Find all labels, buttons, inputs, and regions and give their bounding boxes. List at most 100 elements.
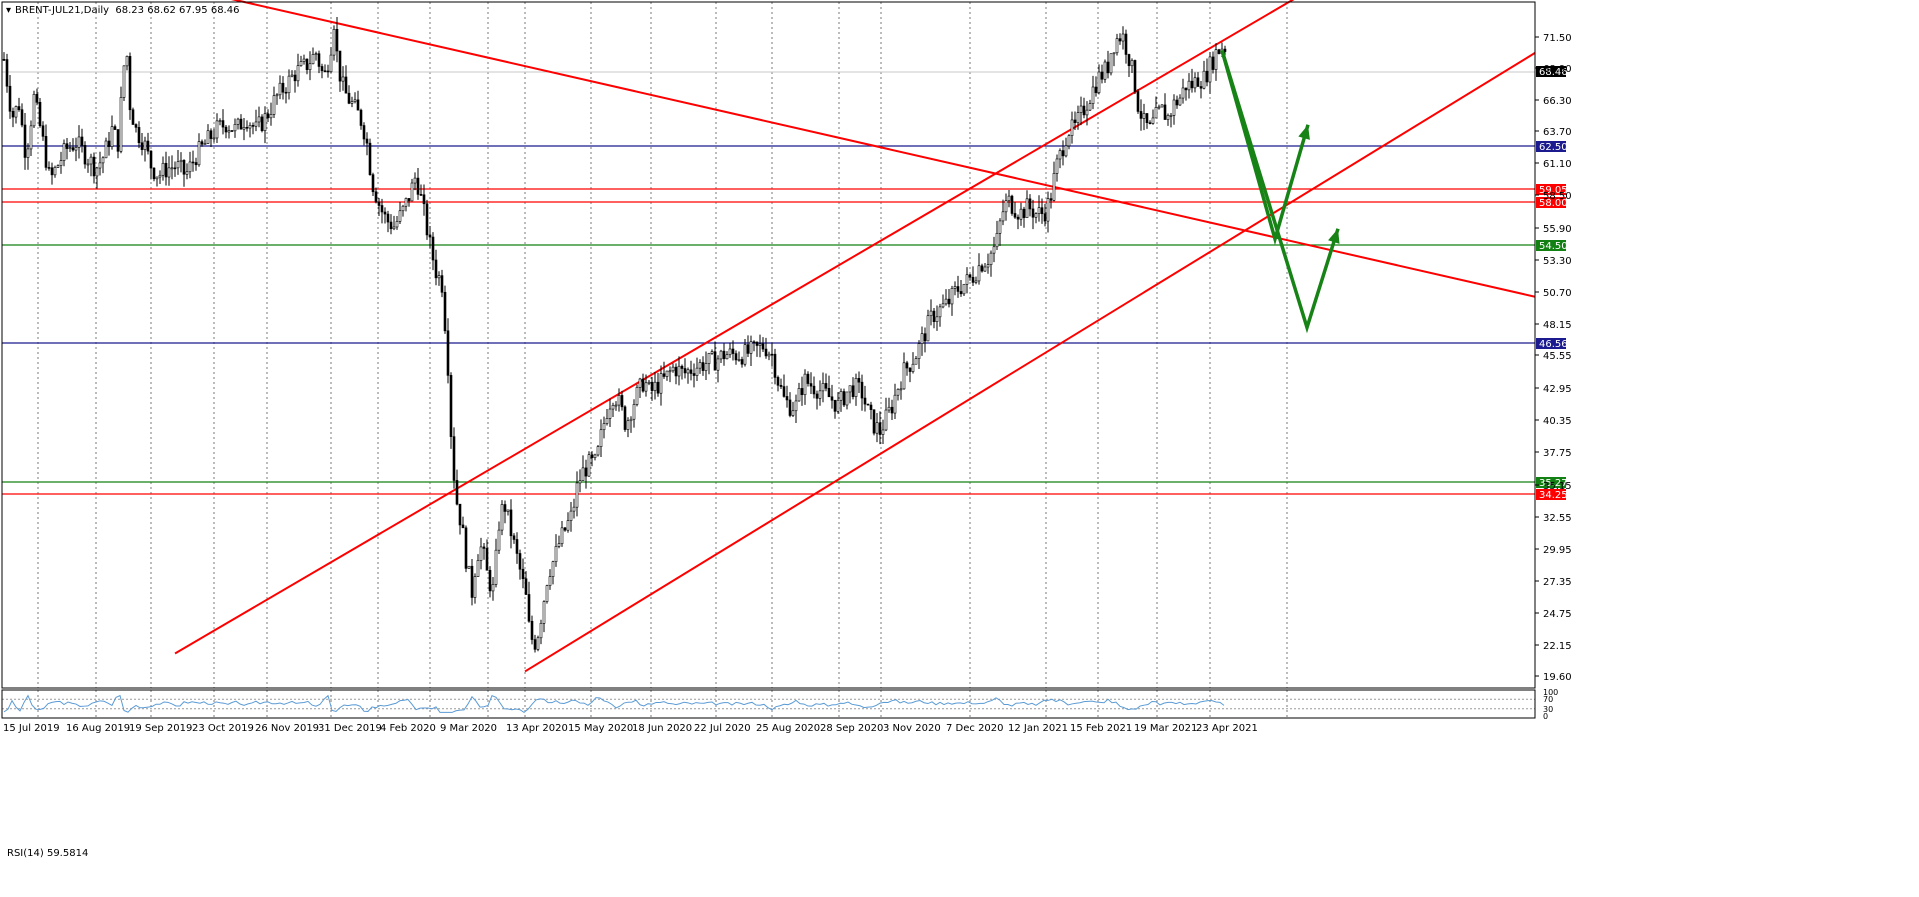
trend-line: [231, 0, 1536, 298]
candle-body: [32, 93, 36, 127]
candle-body: [392, 226, 396, 230]
forecast-arrows[interactable]: [1220, 49, 1340, 334]
candle-body: [965, 274, 969, 285]
level-tag: [1536, 184, 1566, 195]
candle-body: [1100, 71, 1104, 80]
candle-body: [863, 397, 867, 405]
candle-body: [623, 406, 627, 430]
symbol-label: BRENT-JUL21,Daily: [15, 5, 110, 16]
candle-body: [689, 369, 693, 374]
candle-body: [1016, 216, 1020, 220]
candle-body: [710, 351, 714, 354]
candle-body: [476, 560, 480, 577]
candle-body: [23, 124, 27, 158]
y-tick-label: 68.90: [1543, 64, 1572, 75]
candle-body: [5, 59, 9, 87]
candle-body: [908, 367, 912, 372]
candle-body: [878, 422, 882, 435]
candle-body: [1097, 71, 1101, 93]
candle-body: [110, 126, 114, 147]
candle-body: [44, 136, 48, 168]
triangle-down-icon[interactable]: ▾: [6, 5, 12, 16]
candle-body: [404, 198, 408, 207]
x-tick-label: 19 Sep 2019: [129, 723, 192, 734]
candle-body: [1172, 99, 1176, 116]
candle-body: [554, 546, 558, 563]
candle-body: [944, 298, 948, 305]
candle-body: [362, 125, 366, 140]
candle-body: [590, 454, 594, 458]
candle-body: [1202, 70, 1206, 89]
candle-body: [1181, 87, 1185, 99]
chart-frame: [1, 1, 1536, 719]
candle-body: [1148, 122, 1152, 124]
candle-body: [749, 341, 753, 354]
candle-body: [821, 383, 825, 392]
candle-body: [374, 191, 378, 203]
candle-body: [1214, 49, 1218, 70]
candle-body: [779, 384, 783, 387]
candle-body: [650, 381, 654, 391]
trend-lines[interactable]: [174, 0, 1536, 673]
candle-body: [932, 310, 936, 322]
candle-body: [617, 395, 621, 406]
candle-body: [269, 114, 273, 119]
y-tick-label: 50.70: [1543, 288, 1572, 299]
candle-body: [446, 330, 450, 376]
candle-body: [491, 584, 495, 592]
candle-body: [656, 381, 660, 394]
candle-body: [938, 306, 942, 318]
candle-body: [509, 509, 513, 537]
candle-body: [170, 167, 174, 170]
candle-body: [1163, 104, 1167, 120]
rsi-line: [3, 694, 1225, 714]
candle-body: [1028, 198, 1032, 210]
candle-body: [356, 99, 360, 111]
candle-body: [119, 97, 123, 152]
candle-body: [125, 56, 129, 67]
candle-body: [275, 94, 279, 97]
candle-body: [635, 387, 639, 405]
candle-body: [752, 341, 756, 344]
x-tick-label: 15 Feb 2021: [1070, 723, 1132, 734]
y-tick-label: 61.10: [1543, 159, 1572, 170]
candle-body: [875, 422, 879, 434]
candle-body: [317, 53, 321, 67]
candle-body: [416, 177, 420, 195]
candle-body: [629, 418, 633, 422]
candle-body: [251, 125, 255, 127]
candle-body: [914, 358, 918, 365]
forecast-arrow: [1220, 49, 1310, 246]
candle-body: [641, 378, 645, 392]
level-tag-label: 46.56: [1539, 339, 1568, 350]
candle-body: [515, 539, 519, 554]
candle-body: [809, 383, 813, 387]
candle-body: [20, 109, 24, 126]
candle-body: [95, 167, 99, 177]
candle-body: [527, 594, 531, 622]
x-tick-label: 19 Mar 2021: [1134, 723, 1197, 734]
candle-body: [299, 61, 303, 66]
candle-body: [1205, 70, 1209, 83]
candle-body: [332, 28, 336, 56]
candle-body: [1115, 38, 1119, 54]
candle-body: [134, 124, 138, 128]
candle-body: [977, 265, 981, 282]
candle-body: [407, 198, 411, 202]
candle-body: [842, 391, 846, 406]
candle-body: [890, 406, 894, 414]
x-tick-label: 7 Dec 2020: [946, 723, 1004, 734]
candle-body: [26, 148, 30, 158]
candle-body: [803, 373, 807, 396]
candle-body: [587, 454, 591, 477]
candle-body: [581, 467, 585, 481]
candle-body: [1145, 113, 1149, 123]
candle-body: [950, 288, 954, 305]
candle-body: [401, 205, 405, 212]
candle-body: [986, 264, 990, 268]
candle-body: [995, 232, 999, 248]
level-tag: [1536, 477, 1566, 488]
chart-header: ▾ BRENT-JUL21,Daily 68.23 68.62 67.95 68.…: [6, 5, 239, 16]
